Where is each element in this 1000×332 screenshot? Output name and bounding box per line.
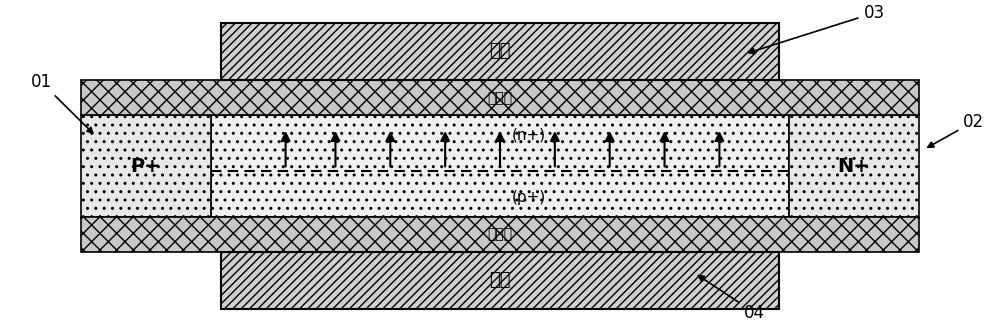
Text: 03: 03 — [749, 4, 885, 54]
Text: 底栊: 底栊 — [489, 271, 511, 289]
Bar — [81, 115, 211, 217]
Text: 02: 02 — [928, 113, 984, 147]
Text: 01: 01 — [31, 73, 93, 133]
Text: (p+): (p+) — [512, 190, 546, 205]
Text: (n+): (n+) — [512, 127, 546, 142]
Text: 氧化物: 氧化物 — [487, 227, 513, 241]
Bar — [81, 217, 919, 252]
Text: N+: N+ — [838, 156, 870, 176]
Text: 氧化物: 氧化物 — [487, 91, 513, 105]
Bar — [81, 80, 919, 115]
Text: P+: P+ — [131, 156, 161, 176]
Bar — [221, 23, 779, 80]
Bar — [211, 115, 789, 217]
Text: 04: 04 — [698, 276, 765, 321]
Text: 顶栊: 顶栊 — [489, 42, 511, 60]
Bar — [221, 252, 779, 309]
Bar — [789, 115, 919, 217]
